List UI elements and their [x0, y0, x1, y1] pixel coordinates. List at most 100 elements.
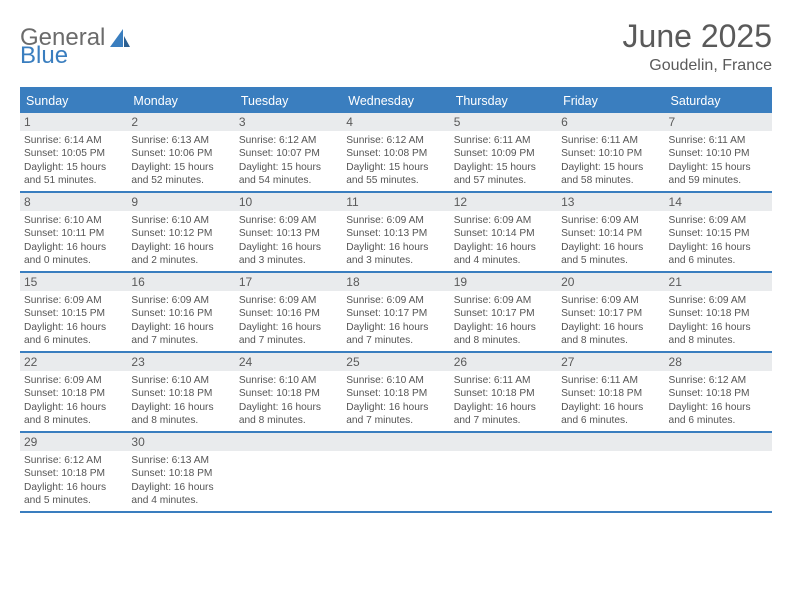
day-line: and 54 minutes.: [239, 174, 338, 187]
day-number: 14: [665, 193, 772, 211]
day-number: 6: [557, 113, 664, 131]
day-line: Sunrise: 6:10 AM: [131, 374, 230, 387]
day-content: Sunrise: 6:11 AMSunset: 10:18 PMDaylight…: [557, 371, 664, 431]
day-number: 12: [450, 193, 557, 211]
day-number: 28: [665, 353, 772, 371]
day-line: Daylight: 16 hours: [239, 321, 338, 334]
day-cell: 3Sunrise: 6:12 AMSunset: 10:07 PMDayligh…: [235, 113, 342, 191]
day-line: Daylight: 15 hours: [131, 161, 230, 174]
day-line: and 6 minutes.: [24, 334, 123, 347]
day-line: and 7 minutes.: [239, 334, 338, 347]
day-number: 5: [450, 113, 557, 131]
day-line: Sunrise: 6:12 AM: [669, 374, 768, 387]
day-cell: 27Sunrise: 6:11 AMSunset: 10:18 PMDaylig…: [557, 353, 664, 431]
day-line: Sunrise: 6:10 AM: [239, 374, 338, 387]
day-line: and 52 minutes.: [131, 174, 230, 187]
day-content: Sunrise: 6:10 AMSunset: 10:18 PMDaylight…: [235, 371, 342, 431]
day-line: Sunset: 10:17 PM: [346, 307, 445, 320]
calendar: Sunday Monday Tuesday Wednesday Thursday…: [20, 87, 772, 513]
day-content: Sunrise: 6:09 AMSunset: 10:15 PMDaylight…: [665, 211, 772, 271]
day-content: Sunrise: 6:10 AMSunset: 10:12 PMDaylight…: [127, 211, 234, 271]
day-cell: 8Sunrise: 6:10 AMSunset: 10:11 PMDayligh…: [20, 193, 127, 271]
day-line: Daylight: 15 hours: [669, 161, 768, 174]
logo-sail-icon: [109, 28, 131, 48]
day-line: Daylight: 15 hours: [454, 161, 553, 174]
day-line: Sunrise: 6:12 AM: [24, 454, 123, 467]
day-line: Sunrise: 6:09 AM: [454, 294, 553, 307]
day-line: Daylight: 15 hours: [239, 161, 338, 174]
day-line: Sunset: 10:18 PM: [24, 387, 123, 400]
day-content: Sunrise: 6:12 AMSunset: 10:07 PMDaylight…: [235, 131, 342, 191]
day-content: Sunrise: 6:13 AMSunset: 10:06 PMDaylight…: [127, 131, 234, 191]
day-line: Sunrise: 6:11 AM: [454, 374, 553, 387]
day-line: Daylight: 16 hours: [131, 401, 230, 414]
day-content: Sunrise: 6:09 AMSunset: 10:15 PMDaylight…: [20, 291, 127, 351]
day-content: Sunrise: 6:09 AMSunset: 10:18 PMDaylight…: [20, 371, 127, 431]
day-number: 3: [235, 113, 342, 131]
day-number: 10: [235, 193, 342, 211]
day-line: Daylight: 16 hours: [131, 321, 230, 334]
day-line: Daylight: 16 hours: [454, 321, 553, 334]
day-line: Sunset: 10:18 PM: [131, 387, 230, 400]
day-number: 11: [342, 193, 449, 211]
day-line: Sunrise: 6:14 AM: [24, 134, 123, 147]
dayhead-sat: Saturday: [665, 89, 772, 113]
day-line: Sunset: 10:18 PM: [239, 387, 338, 400]
day-line: and 8 minutes.: [239, 414, 338, 427]
day-content: Sunrise: 6:12 AMSunset: 10:08 PMDaylight…: [342, 131, 449, 191]
day-number: 24: [235, 353, 342, 371]
day-line: and 7 minutes.: [454, 414, 553, 427]
day-cell: 4Sunrise: 6:12 AMSunset: 10:08 PMDayligh…: [342, 113, 449, 191]
day-number: 13: [557, 193, 664, 211]
day-line: and 7 minutes.: [131, 334, 230, 347]
day-header-row: Sunday Monday Tuesday Wednesday Thursday…: [20, 89, 772, 113]
day-content: Sunrise: 6:09 AMSunset: 10:13 PMDaylight…: [235, 211, 342, 271]
day-line: and 5 minutes.: [561, 254, 660, 267]
day-cell: 24Sunrise: 6:10 AMSunset: 10:18 PMDaylig…: [235, 353, 342, 431]
day-cell: 18Sunrise: 6:09 AMSunset: 10:17 PMDaylig…: [342, 273, 449, 351]
day-number: 16: [127, 273, 234, 291]
dayhead-mon: Monday: [127, 89, 234, 113]
day-number: 15: [20, 273, 127, 291]
week-row: 29Sunrise: 6:12 AMSunset: 10:18 PMDaylig…: [20, 433, 772, 513]
day-content: Sunrise: 6:11 AMSunset: 10:18 PMDaylight…: [450, 371, 557, 431]
day-cell: 16Sunrise: 6:09 AMSunset: 10:16 PMDaylig…: [127, 273, 234, 351]
day-line: and 4 minutes.: [454, 254, 553, 267]
day-line: Sunset: 10:14 PM: [454, 227, 553, 240]
day-line: and 4 minutes.: [131, 494, 230, 507]
day-line: Sunset: 10:18 PM: [561, 387, 660, 400]
day-number: 18: [342, 273, 449, 291]
day-cell: [342, 433, 449, 511]
day-line: Daylight: 15 hours: [561, 161, 660, 174]
day-cell: 23Sunrise: 6:10 AMSunset: 10:18 PMDaylig…: [127, 353, 234, 431]
day-line: and 8 minutes.: [24, 414, 123, 427]
day-cell: 25Sunrise: 6:10 AMSunset: 10:18 PMDaylig…: [342, 353, 449, 431]
day-line: and 5 minutes.: [24, 494, 123, 507]
page: General June 2025 Goudelin, France Blue …: [0, 0, 792, 612]
day-line: Sunrise: 6:11 AM: [561, 374, 660, 387]
day-line: Sunset: 10:18 PM: [669, 307, 768, 320]
day-line: Sunset: 10:09 PM: [454, 147, 553, 160]
day-cell: 30Sunrise: 6:13 AMSunset: 10:18 PMDaylig…: [127, 433, 234, 511]
day-content: Sunrise: 6:10 AMSunset: 10:18 PMDaylight…: [127, 371, 234, 431]
day-line: Sunrise: 6:12 AM: [239, 134, 338, 147]
day-line: Sunset: 10:18 PM: [346, 387, 445, 400]
day-line: Daylight: 16 hours: [131, 241, 230, 254]
day-line: Daylight: 16 hours: [24, 241, 123, 254]
day-line: Daylight: 16 hours: [239, 401, 338, 414]
week-row: 22Sunrise: 6:09 AMSunset: 10:18 PMDaylig…: [20, 353, 772, 433]
day-content: Sunrise: 6:12 AMSunset: 10:18 PMDaylight…: [20, 451, 127, 511]
day-line: Sunset: 10:18 PM: [24, 467, 123, 480]
day-line: Daylight: 15 hours: [346, 161, 445, 174]
day-line: Sunrise: 6:13 AM: [131, 454, 230, 467]
day-line: Sunrise: 6:11 AM: [561, 134, 660, 147]
day-line: Sunset: 10:16 PM: [131, 307, 230, 320]
day-content: Sunrise: 6:14 AMSunset: 10:05 PMDaylight…: [20, 131, 127, 191]
day-cell: 1Sunrise: 6:14 AMSunset: 10:05 PMDayligh…: [20, 113, 127, 191]
day-line: Sunrise: 6:10 AM: [346, 374, 445, 387]
day-line: Daylight: 16 hours: [669, 321, 768, 334]
day-line: Daylight: 15 hours: [24, 161, 123, 174]
day-number: 27: [557, 353, 664, 371]
day-cell: [665, 433, 772, 511]
day-line: Sunrise: 6:11 AM: [454, 134, 553, 147]
